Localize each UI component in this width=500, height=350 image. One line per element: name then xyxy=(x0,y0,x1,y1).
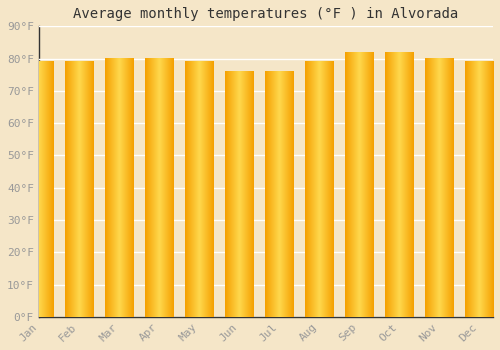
Bar xyxy=(425,58,453,317)
Bar xyxy=(305,62,333,317)
Title: Average monthly temperatures (°F ) in Alvorada: Average monthly temperatures (°F ) in Al… xyxy=(74,7,458,21)
Bar xyxy=(265,71,293,317)
Bar xyxy=(345,52,373,317)
Bar xyxy=(25,62,53,317)
Bar xyxy=(225,71,253,317)
Bar xyxy=(145,58,173,317)
Bar xyxy=(385,52,413,317)
Bar xyxy=(105,58,133,317)
Bar xyxy=(465,62,493,317)
Bar xyxy=(185,62,213,317)
Bar xyxy=(65,62,93,317)
